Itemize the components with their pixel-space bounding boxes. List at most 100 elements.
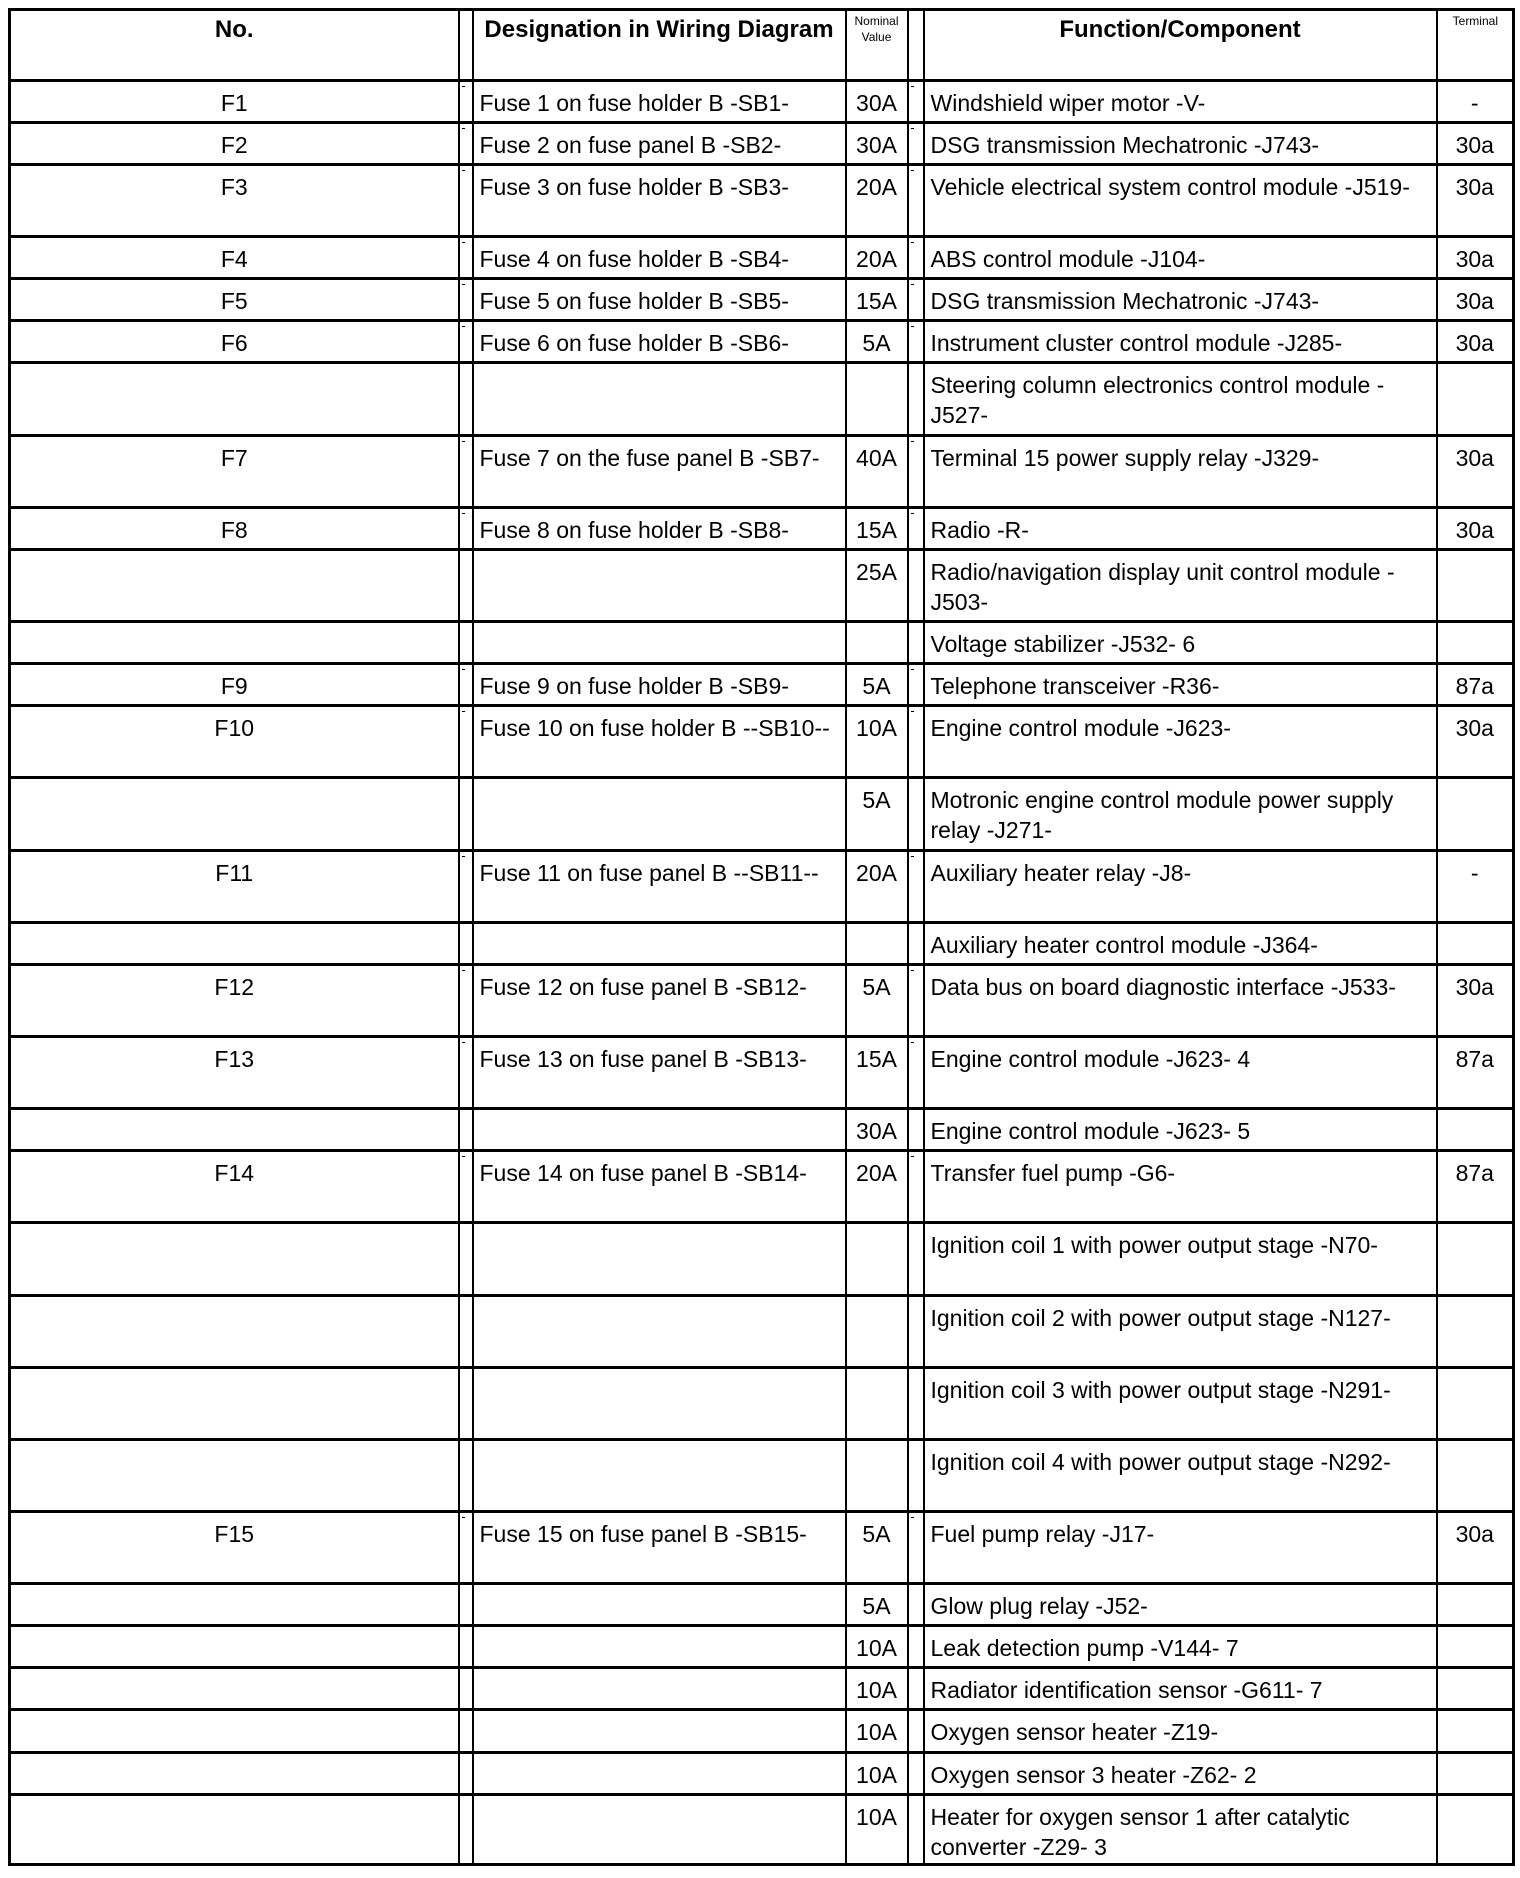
table-row: Ignition coil 1 with power output stage …	[8, 1221, 1515, 1297]
table-row: F4 Fuse 4 on fuse holder B -SB4- 20A ABS co…	[8, 235, 1515, 280]
gap-marker	[461, 1042, 465, 1043]
function-cell: DSG transmission Mechatronic -J743-	[922, 121, 1438, 166]
column-gap	[458, 1035, 474, 1110]
terminal-cell	[1435, 548, 1515, 623]
gap-marker	[910, 711, 914, 712]
column-gap	[907, 620, 925, 665]
gap-marker	[461, 242, 465, 243]
column-gap	[907, 921, 925, 966]
table-row: 10A Leak detection pump -V144- 7	[8, 1624, 1515, 1669]
fuse-number	[8, 1107, 460, 1152]
column-gap	[458, 1793, 474, 1866]
function-cell: Auxiliary heater relay -J8-	[922, 849, 1438, 924]
nominal-value-cell	[844, 620, 909, 665]
terminal-cell: 30a	[1435, 704, 1515, 779]
function-cell: Steering column electronics control modu…	[922, 361, 1438, 437]
terminal-cell: 30a	[1435, 277, 1515, 322]
fuse-number: F3	[8, 163, 460, 238]
header-nominal-value: Nominal Value	[844, 8, 909, 82]
fuse-number	[8, 776, 460, 852]
nominal-value-cell	[844, 921, 909, 966]
function-cell: Ignition coil 2 with power output stage …	[922, 1294, 1438, 1369]
column-gap	[458, 1366, 474, 1441]
gap-marker	[461, 970, 465, 971]
column-gap	[458, 1751, 474, 1796]
column-gap	[458, 361, 474, 437]
nominal-value-cell: 20A	[844, 849, 909, 924]
nominal-value-cell: 5A	[844, 1582, 909, 1627]
gap-marker	[910, 128, 914, 129]
column-gap	[907, 1793, 925, 1866]
column-gap	[907, 506, 925, 551]
gap-marker	[910, 284, 914, 285]
fuse-number: F10	[8, 704, 460, 779]
designation-cell	[471, 620, 847, 665]
nominal-value-cell	[844, 1366, 909, 1441]
column-gap	[907, 548, 925, 623]
designation-cell: Fuse 13 on fuse panel B -SB13-	[471, 1035, 847, 1110]
column-gap	[907, 277, 925, 322]
nominal-value-cell: 30A	[844, 1107, 909, 1152]
function-cell: Ignition coil 1 with power output stage …	[922, 1221, 1438, 1297]
fuse-number: F5	[8, 277, 460, 322]
function-cell: Instrument cluster control module -J285-	[922, 319, 1438, 364]
table-row: 10A Oxygen sensor 3 heater -Z62- 2	[8, 1751, 1515, 1796]
terminal-cell	[1435, 1582, 1515, 1627]
designation-cell	[471, 1666, 847, 1711]
designation-cell: Fuse 10 on fuse holder B --SB10--	[471, 704, 847, 779]
terminal-cell	[1435, 361, 1515, 437]
function-cell: Fuel pump relay -J17-	[922, 1510, 1438, 1585]
designation-cell	[471, 1366, 847, 1441]
designation-cell	[471, 921, 847, 966]
fuse-number	[8, 1582, 460, 1627]
fuse-number	[8, 620, 460, 665]
designation-cell	[471, 1221, 847, 1297]
function-cell: Radiator identification sensor -G611- 7	[922, 1666, 1438, 1711]
table-row: F12 Fuse 12 on fuse panel B -SB12- 5A Data …	[8, 963, 1515, 1038]
column-gap	[907, 1510, 925, 1585]
gap-marker	[910, 170, 914, 171]
function-cell: Heater for oxygen sensor 1 after catalyt…	[922, 1793, 1438, 1866]
terminal-cell: 30a	[1435, 121, 1515, 166]
designation-cell: Fuse 12 on fuse panel B -SB12-	[471, 963, 847, 1038]
column-gap	[907, 1294, 925, 1369]
function-cell: Terminal 15 power supply relay -J329-	[922, 434, 1438, 509]
designation-cell: Fuse 15 on fuse panel B -SB15-	[471, 1510, 847, 1585]
function-cell: Vehicle electrical system control module…	[922, 163, 1438, 238]
table-row: 30A Engine control module -J623- 5	[8, 1107, 1515, 1152]
fuse-number	[8, 921, 460, 966]
gap-marker	[461, 669, 465, 670]
designation-cell	[471, 776, 847, 852]
terminal-cell: 87a	[1435, 662, 1515, 707]
nominal-value-cell	[844, 361, 909, 437]
fuse-number: F2	[8, 121, 460, 166]
terminal-cell: -	[1435, 79, 1515, 124]
column-gap	[907, 1666, 925, 1711]
column-gap	[907, 963, 925, 1038]
column-gap	[907, 776, 925, 852]
fuse-number: F8	[8, 506, 460, 551]
header-no: No.	[8, 8, 460, 82]
nominal-value-cell: 15A	[844, 506, 909, 551]
fuse-number: F14	[8, 1149, 460, 1224]
fuse-number: F7	[8, 434, 460, 509]
fuse-number	[8, 1366, 460, 1441]
function-cell: Data bus on board diagnostic interface -…	[922, 963, 1438, 1038]
function-cell: Auxiliary heater control module -J364-	[922, 921, 1438, 966]
gap-marker	[461, 711, 465, 712]
table-row: Auxiliary heater control module -J364-	[8, 921, 1515, 966]
column-gap	[907, 704, 925, 779]
column-gap	[907, 121, 925, 166]
column-gap	[458, 1624, 474, 1669]
terminal-cell: -	[1435, 849, 1515, 924]
terminal-cell	[1435, 1793, 1515, 1866]
designation-cell	[471, 1624, 847, 1669]
column-gap	[458, 776, 474, 852]
terminal-cell	[1435, 1366, 1515, 1441]
table-row: Ignition coil 2 with power output stage …	[8, 1294, 1515, 1369]
gap-marker	[910, 1042, 914, 1043]
table-row: 25A Radio/navigation display unit control…	[8, 548, 1515, 623]
designation-cell: Fuse 4 on fuse holder B -SB4-	[471, 235, 847, 280]
designation-cell: Fuse 5 on fuse holder B -SB5-	[471, 277, 847, 322]
table-row: F8 Fuse 8 on fuse holder B -SB8- 15A Radio …	[8, 506, 1515, 551]
